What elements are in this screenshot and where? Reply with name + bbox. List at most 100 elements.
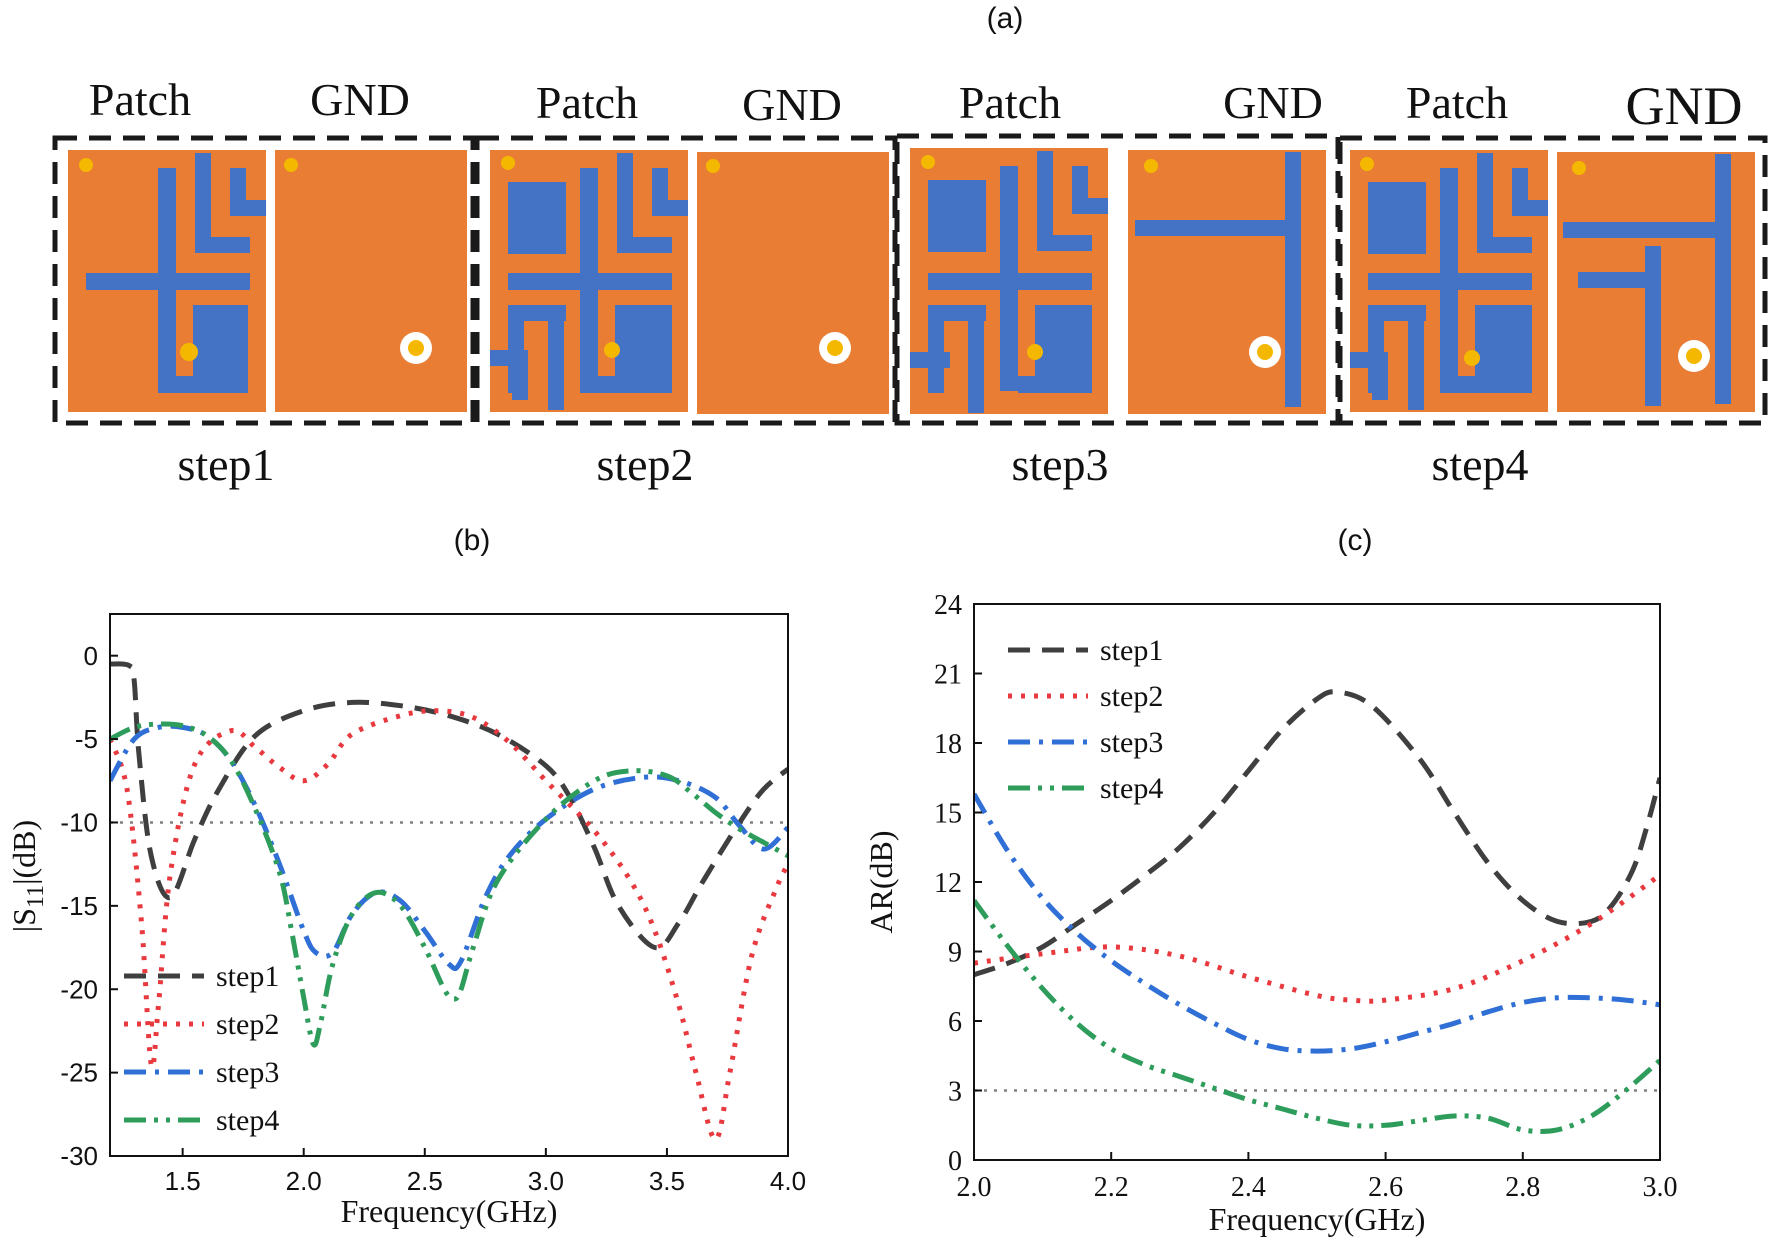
step1-patch-bottom-bar	[176, 376, 248, 393]
step4-patch	[1350, 150, 1548, 412]
s11-x-tick-label: 2.5	[407, 1166, 443, 1196]
s11-y-tick-label: -5	[75, 724, 98, 754]
step4-patch-lower-mid-bar	[1408, 305, 1424, 410]
ar-series-step1	[974, 689, 1660, 978]
ar-x-axis-label: Frequency(GHz)	[1209, 1201, 1426, 1237]
ar-y-tick-label: 18	[934, 729, 962, 760]
step2-patch	[490, 150, 688, 412]
ar-legend-label-step2: step2	[1100, 680, 1163, 713]
s11-y-tick-label: 0	[84, 641, 98, 671]
step2-patch-topleft-block	[508, 182, 566, 254]
s11-y-axis-label-subscript: 11	[23, 885, 49, 908]
step2-patch-bottom-bar	[598, 376, 672, 393]
step2-patch-lower-mid-bar	[548, 305, 564, 410]
step4-gnd-inner-slot-v	[1645, 246, 1661, 406]
ar-plot-frame	[973, 603, 1661, 1161]
step1-patch	[68, 150, 266, 412]
step4-patch-horizontal-strip	[1368, 273, 1532, 290]
step1-gnd-corner-via	[284, 158, 298, 172]
s11-series-step1	[110, 661, 788, 951]
ar-y-tick-label: 21	[934, 659, 962, 690]
s11-y-tick-label: -30	[60, 1141, 98, 1171]
step3-patch-upper-bar	[1037, 151, 1053, 251]
panel-c-label: (c)	[1338, 524, 1373, 557]
step4-patch-upper-bar-foot	[1477, 237, 1532, 253]
s11-x-tick-label: 3.0	[528, 1166, 564, 1196]
s11-y-axis-label-post: |(dB)	[6, 820, 42, 885]
s11-y-tick-label: -20	[60, 974, 98, 1004]
step2-gnd-corner-via	[706, 159, 720, 173]
ar-legend: step1 step2 step3 step4	[1008, 634, 1163, 805]
step1-caption: step1	[177, 439, 274, 490]
ar-series-group	[974, 689, 1660, 1134]
ar-series-step2	[974, 872, 1660, 1004]
step4-gnd-corner-via	[1572, 161, 1586, 175]
step1-group: step1	[52, 135, 476, 490]
ar-y-tick-label: 3	[948, 1076, 962, 1107]
step2-patch-corner-via	[501, 156, 515, 170]
panel-a-top-labels: Patch GND Patch GND Patch GND Patch GND	[89, 74, 1743, 136]
s11-y-tick-label: -10	[60, 808, 98, 838]
ar-x-tick-label: 2.6	[1368, 1172, 1403, 1203]
s11-x-tick-label: 1.5	[165, 1166, 201, 1196]
step4-patch-corner-via	[1360, 157, 1374, 171]
step4-patch-upper-bar	[1477, 153, 1493, 253]
step1-patch-corner-via	[79, 158, 93, 172]
ar-series-step3	[974, 792, 1660, 1054]
step3-gnd-horizontal-slot	[1135, 220, 1287, 236]
step3-caption: step3	[1011, 439, 1108, 490]
s11-y-tick-label: -25	[60, 1058, 98, 1088]
step1-patch-feed-point	[180, 343, 198, 361]
panel-a: Patch GND Patch GND Patch GND Patch GND	[52, 74, 1768, 490]
ar-series-step4	[974, 899, 1660, 1134]
step2-patch-horizontal-strip	[508, 273, 672, 290]
step3-patch-bottom-bar	[1018, 376, 1092, 393]
step3-patch-corner-via	[921, 155, 935, 169]
ar-x-tick-label: 2.2	[1094, 1172, 1129, 1203]
step3-patch-feed-point	[1027, 344, 1043, 360]
step2-patch-upper-bar	[617, 153, 633, 253]
ar-y-tick-label: 24	[934, 590, 962, 621]
s11-series-step4	[110, 721, 788, 1048]
s11-chart: |S11|(dB) 1.5 2.0 2.5 3.0 3.5 4.0 0 -5 -10 -15 -20…	[6, 613, 806, 1229]
step1-gnd-feed-point	[408, 340, 424, 356]
ar-y-tick-label: 12	[934, 868, 962, 899]
step2-group: step2	[474, 135, 898, 490]
step1-frame	[52, 135, 476, 426]
step2-gnd-feed-point	[827, 340, 843, 356]
gnd-label-step1: GND	[310, 74, 410, 125]
s11-legend: step1 step2 step3 step4	[124, 960, 279, 1137]
step4-gnd	[1557, 152, 1755, 412]
panel-a-label: (a)	[987, 2, 1024, 35]
step3-patch-upper-bar-foot	[1037, 235, 1092, 251]
step4-patch-feed-point	[1464, 350, 1480, 366]
s11-legend-label-step1: step1	[216, 960, 279, 993]
step2-patch-corner-hook-v	[512, 350, 528, 400]
ar-legend-label-step4: step4	[1100, 772, 1163, 805]
s11-series-group	[110, 661, 788, 1142]
step3-patch-topleft-block	[928, 180, 986, 252]
s11-legend-label-step3: step3	[216, 1056, 279, 1089]
step3-gnd-vertical-slot	[1285, 152, 1301, 407]
step4-gnd-vertical-slot	[1715, 154, 1731, 404]
step4-patch-bottom-bar	[1458, 376, 1532, 393]
step1-patch-upper-bar-foot	[195, 237, 250, 253]
s11-x-axis-label: Frequency(GHz)	[341, 1193, 558, 1229]
step4-patch-corner-hook-v	[1372, 352, 1388, 400]
gnd-label-step2: GND	[742, 79, 842, 130]
ar-y-tick-label: 0	[948, 1146, 962, 1177]
patch-label-step4: Patch	[1406, 77, 1508, 128]
patch-label-step1: Patch	[89, 74, 191, 125]
step1-gnd-substrate	[275, 150, 467, 412]
gnd-label-step4: GND	[1626, 76, 1743, 136]
ar-y-tick-label: 9	[948, 937, 962, 968]
step3-group: step3	[894, 133, 1341, 490]
gnd-label-step3: GND	[1223, 77, 1323, 128]
step1-patch-upper-bar	[195, 153, 211, 253]
step3-gnd-feed-point	[1257, 344, 1273, 360]
step2-gnd	[697, 152, 889, 414]
s11-legend-label-step2: step2	[216, 1008, 279, 1041]
step1-patch-horizontal-strip	[86, 273, 250, 290]
step4-patch-topleft-block	[1368, 182, 1426, 254]
